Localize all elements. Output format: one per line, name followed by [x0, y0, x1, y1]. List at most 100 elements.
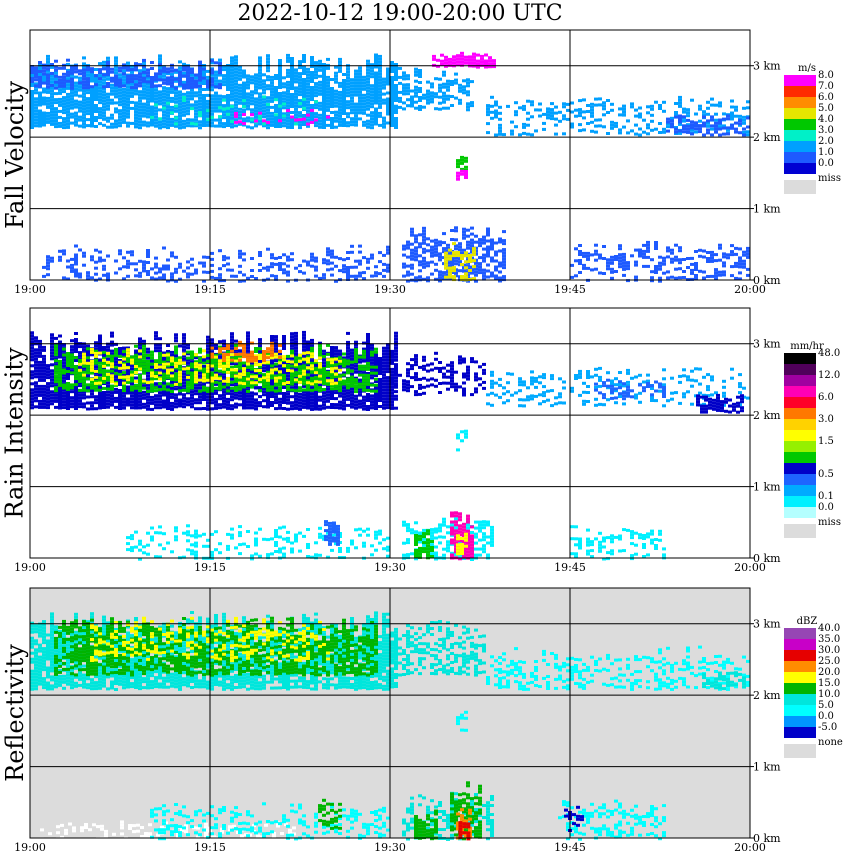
echo-cell — [242, 108, 246, 112]
echo-cell — [82, 101, 86, 105]
echo-cell — [366, 89, 370, 93]
echo-cell — [138, 406, 142, 410]
echo-cell — [78, 79, 82, 83]
echo-cell — [354, 343, 358, 347]
echo-cell — [202, 255, 206, 259]
echo-cell — [266, 54, 270, 58]
echo-cell — [62, 120, 66, 124]
echo-cell — [350, 357, 354, 361]
echo-cell — [66, 392, 70, 395]
echo-cell — [514, 101, 518, 105]
echo-cell — [78, 399, 82, 403]
echo-cell — [138, 63, 142, 67]
echo-cell — [130, 80, 134, 84]
echo-cell — [654, 268, 658, 271]
echo-cell — [390, 109, 394, 112]
echo-cell — [106, 119, 110, 123]
echo-cell — [486, 122, 490, 126]
echo-cell — [126, 74, 130, 78]
echo-cell — [34, 390, 38, 394]
echo-cell — [438, 252, 442, 256]
echo-cell — [90, 70, 94, 74]
echo-cell — [94, 119, 98, 122]
echo-cell — [234, 114, 238, 118]
echo-cell — [58, 81, 62, 85]
echo-cell — [570, 122, 574, 126]
echo-cell — [222, 116, 226, 120]
echo-cell — [122, 406, 126, 410]
echo-cell — [274, 350, 278, 354]
echo-cell — [38, 372, 42, 376]
echo-cell — [294, 343, 298, 347]
echo-cell — [722, 132, 726, 136]
echo-cell — [454, 271, 458, 275]
echo-cell — [670, 119, 674, 123]
echo-cell — [122, 400, 126, 404]
echo-cell — [602, 113, 606, 117]
echo-cell — [54, 110, 58, 114]
echo-cell — [226, 67, 230, 70]
echo-cell — [358, 405, 362, 409]
echo-cell — [358, 262, 362, 266]
echo-cell — [614, 258, 618, 261]
echo-cell — [358, 99, 362, 103]
echo-cell — [378, 96, 382, 100]
echo-cell — [118, 353, 122, 356]
echo-cell — [154, 277, 158, 281]
echo-cell — [130, 394, 134, 398]
echo-cell — [226, 115, 230, 118]
echo-cell — [438, 83, 442, 87]
echo-cell — [618, 113, 622, 117]
echo-cell — [198, 111, 202, 114]
echo-cell — [402, 262, 406, 266]
echo-cell — [658, 279, 662, 283]
echo-cell — [230, 113, 234, 117]
echo-cell — [418, 254, 422, 258]
echo-cell — [126, 361, 130, 365]
echo-cell — [472, 247, 476, 251]
echo-cell — [82, 402, 86, 406]
echo-cell — [574, 108, 578, 112]
echo-cell — [258, 65, 262, 69]
echo-cell — [130, 121, 134, 125]
echo-cell — [286, 392, 290, 396]
echo-cell — [190, 399, 194, 403]
echo-cell — [398, 81, 402, 85]
echo-cell — [330, 87, 334, 90]
echo-cell — [594, 258, 598, 262]
echo-cell — [154, 91, 158, 95]
echo-cell — [138, 346, 142, 350]
echo-cell — [238, 77, 242, 81]
echo-cell — [630, 105, 634, 109]
echo-cell — [458, 269, 462, 273]
echo-cell — [250, 118, 254, 122]
echo-cell — [476, 65, 480, 69]
echo-cell — [146, 347, 150, 351]
echo-cell — [314, 256, 318, 260]
echo-cell — [70, 339, 74, 343]
echo-cell — [410, 95, 414, 99]
echo-cell — [182, 384, 186, 388]
echo-cell — [198, 374, 202, 378]
echo-cell — [134, 400, 138, 404]
echo-cell — [322, 84, 326, 87]
echo-cell — [472, 250, 476, 254]
echo-cell — [154, 100, 158, 104]
echo-cell — [738, 277, 742, 281]
echo-cell — [218, 406, 222, 410]
echo-cell — [226, 70, 230, 73]
echo-cell — [186, 272, 190, 276]
echo-cell — [578, 123, 582, 127]
echo-cell — [222, 98, 226, 102]
echo-cell — [126, 97, 130, 101]
echo-cell — [242, 81, 246, 85]
echo-cell — [102, 105, 106, 109]
echo-cell — [358, 259, 362, 263]
echo-cell — [82, 390, 86, 394]
echo-cell — [58, 121, 62, 125]
echo-cell — [442, 106, 446, 110]
echo-cell — [334, 279, 338, 283]
echo-cell — [306, 115, 310, 119]
echo-cell — [210, 341, 214, 345]
echo-cell — [406, 86, 410, 90]
